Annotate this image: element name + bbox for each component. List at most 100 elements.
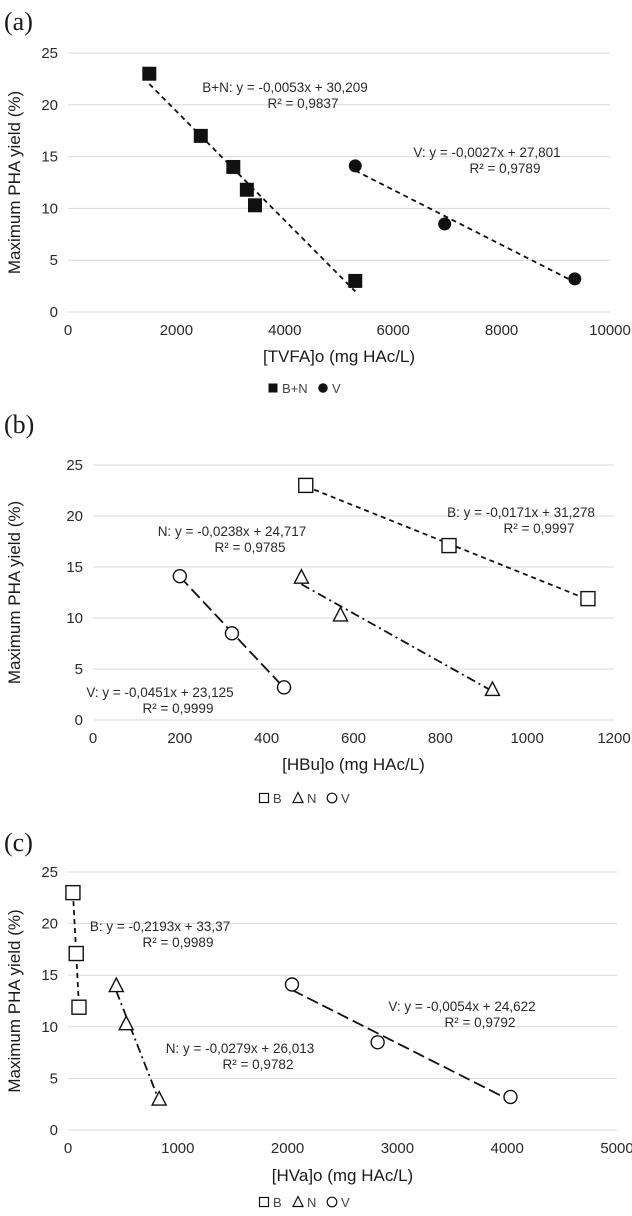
chart-a-svg: (a) 05101520250 2000 4000 6000 8000 10000[TVF… bbox=[0, 0, 632, 405]
data-point-V bbox=[278, 681, 291, 694]
y-tick-label: 0 bbox=[75, 712, 83, 729]
equation-B: B: y = -0,0171x + 31,278 bbox=[447, 505, 595, 520]
data-point-B bbox=[69, 947, 83, 961]
trendline-N bbox=[116, 991, 159, 1101]
x-axis-title: [TVFA]o (mg HAc/L) bbox=[263, 347, 415, 366]
series-N bbox=[109, 978, 166, 1105]
data-point-V bbox=[371, 1036, 384, 1049]
r-squared-N: R² = 0,9782 bbox=[223, 1057, 294, 1072]
x-tick-label: 1000 bbox=[161, 1140, 194, 1157]
r-squared-B+N: R² = 0,9837 bbox=[268, 96, 339, 111]
data-point-B+N bbox=[240, 183, 254, 197]
legend-label-V: V bbox=[341, 791, 350, 806]
x-tick-label: 4000 bbox=[491, 1140, 524, 1157]
data-point-V bbox=[438, 217, 451, 230]
x-tick-label: 4000 bbox=[268, 322, 301, 339]
chart-c-svg: (c) 0 5 10 15 20 25 0 1000 2000 3000 4000 5000 [HVa]… bbox=[0, 811, 632, 1216]
chart-panel-a: (a) 0 5 10 15 20 25 0 2000 4000 6000 8000 10000 [TVF… bbox=[0, 0, 632, 405]
equation-N: N: y = -0,0279x + 26,013 bbox=[166, 1041, 315, 1056]
panel-label-a: (a) bbox=[4, 7, 33, 36]
legend-label-B+N: B+N bbox=[282, 381, 308, 396]
series-V bbox=[349, 159, 582, 285]
y-tick-label: 20 bbox=[41, 97, 58, 114]
data-point-V bbox=[504, 1090, 517, 1103]
data-point-N bbox=[333, 607, 347, 621]
x-axis-title: [HBu]o (mg HAc/L) bbox=[282, 755, 425, 774]
equation-V: V: y = -0,0054x + 24,622 bbox=[388, 999, 535, 1014]
y-tick-label: 15 bbox=[66, 559, 83, 576]
x-tick-label: 2000 bbox=[160, 322, 193, 339]
data-point-V bbox=[349, 159, 362, 172]
r-squared-V: R² = 0,9999 bbox=[143, 701, 214, 716]
x-tick-label: 600 bbox=[341, 730, 366, 747]
x-tick-label: 800 bbox=[428, 730, 453, 747]
equation-V: V: y = -0,0451x + 23,125 bbox=[86, 685, 233, 700]
x-tick-label: 10000 bbox=[589, 322, 631, 339]
trendline-V bbox=[355, 171, 575, 282]
y-tick-label: 20 bbox=[41, 916, 58, 933]
data-point-N bbox=[109, 978, 123, 992]
x-tick-label: 0 bbox=[64, 1140, 72, 1157]
legend-marker-N bbox=[293, 1197, 303, 1207]
y-tick-label: 25 bbox=[41, 864, 58, 881]
legend-label-N: N bbox=[307, 791, 316, 806]
y-tick-label: 5 bbox=[75, 661, 83, 678]
y-tick-label: 0 bbox=[50, 1122, 58, 1139]
series-B bbox=[66, 886, 86, 1015]
x-tick-label: 400 bbox=[254, 730, 279, 747]
data-point-V bbox=[568, 272, 581, 285]
panel-label-b: (b) bbox=[4, 410, 34, 439]
legend-label-V: V bbox=[332, 381, 341, 396]
y-tick-label: 25 bbox=[41, 45, 58, 62]
data-point-B+N bbox=[194, 129, 208, 143]
data-point-B bbox=[299, 478, 313, 492]
chart-panel-b: (b) 0 5 10 15 20 25 0 200 400 600 800 1000 1200 [HBu]… bbox=[0, 405, 632, 810]
y-tick-label: 15 bbox=[41, 149, 58, 166]
y-tick-label: 10 bbox=[66, 610, 83, 627]
series-V bbox=[173, 570, 290, 694]
legend-marker-V bbox=[318, 383, 328, 393]
chart-panel-c: (c) 0 5 10 15 20 25 0 1000 2000 3000 4000 5000 [HVa]… bbox=[0, 811, 632, 1216]
data-point-N bbox=[119, 1016, 133, 1030]
panel-label-c: (c) bbox=[4, 828, 33, 857]
x-tick-label: 200 bbox=[167, 730, 192, 747]
x-tick-label: 3000 bbox=[381, 1140, 414, 1157]
equation-B+N: B+N: y = -0,0053x + 30,209 bbox=[202, 80, 368, 95]
data-point-N bbox=[152, 1092, 166, 1106]
y-tick-label: 5 bbox=[50, 252, 58, 269]
trendline-N bbox=[301, 584, 492, 691]
y-tick-label: 10 bbox=[41, 200, 58, 217]
y-tick-label: 15 bbox=[41, 967, 58, 984]
equation-B: B: y = -0,2193x + 33,37 bbox=[90, 919, 230, 934]
r-squared-B: R² = 0,9989 bbox=[143, 935, 214, 950]
x-axis-title: [HVa]o (mg HAc/L) bbox=[272, 1166, 413, 1185]
data-point-V bbox=[225, 627, 238, 640]
legend-label-V: V bbox=[341, 1195, 350, 1210]
x-tick-label: 5000 bbox=[600, 1140, 632, 1157]
data-point-B bbox=[442, 539, 456, 553]
r-squared-N: R² = 0,9785 bbox=[215, 540, 286, 555]
data-point-B+N bbox=[348, 274, 362, 288]
data-point-B bbox=[581, 592, 595, 606]
y-tick-label: 5 bbox=[50, 1070, 58, 1087]
legend-label-B: B bbox=[273, 791, 282, 806]
r-squared-V: R² = 0,9792 bbox=[445, 1015, 516, 1030]
legend-marker-B+N bbox=[269, 384, 278, 393]
legend-marker-V bbox=[327, 793, 337, 803]
equation-V: V: y = -0,0027x + 27,801 bbox=[413, 145, 560, 160]
legend-label-N: N bbox=[307, 1195, 316, 1210]
r-squared-V: R² = 0,9789 bbox=[470, 161, 541, 176]
data-point-B+N bbox=[248, 198, 262, 212]
legend: B+N V bbox=[269, 381, 342, 396]
legend-marker-B bbox=[260, 1198, 269, 1207]
data-point-B+N bbox=[142, 67, 156, 81]
x-tick-label: 0 bbox=[89, 730, 97, 747]
legend-label-B: B bbox=[273, 1195, 282, 1210]
data-point-B bbox=[66, 886, 80, 900]
x-tick-label: 2000 bbox=[271, 1140, 304, 1157]
x-tick-label: 1200 bbox=[597, 730, 630, 747]
y-tick-label: 20 bbox=[66, 508, 83, 525]
y-axis-title: Maximum PHA yield (%) bbox=[5, 91, 24, 274]
chart-b-svg: (b) 05101520250 200 400 600 800 1000 1200[HBu]… bbox=[0, 405, 632, 810]
